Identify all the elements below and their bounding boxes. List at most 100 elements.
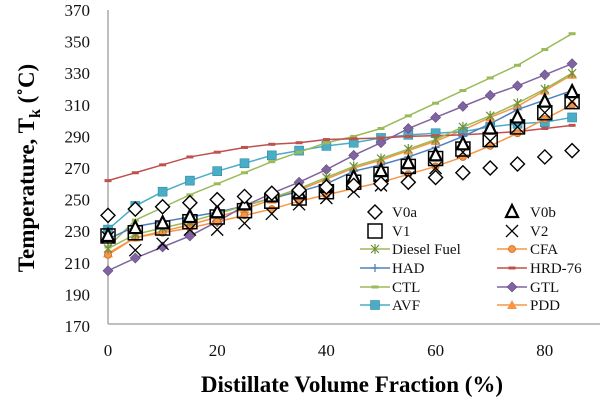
y-tick-label: 370 <box>65 1 91 20</box>
data-point <box>157 241 169 253</box>
data-point <box>566 58 578 70</box>
data-point <box>182 207 198 224</box>
data-point <box>350 137 358 141</box>
data-point <box>213 150 221 154</box>
data-point <box>431 134 441 145</box>
data-point <box>509 107 526 124</box>
data-point <box>186 155 194 159</box>
data-point <box>568 32 576 36</box>
data-point <box>128 243 142 257</box>
data-point <box>263 185 280 202</box>
legend-label: PDD <box>530 298 560 314</box>
y-tick-label: 330 <box>65 64 91 83</box>
data-point <box>295 141 303 145</box>
x-axis-label: Distillate Volume Fraction (%) <box>201 372 503 397</box>
data-point <box>103 243 113 254</box>
data-point <box>482 160 499 176</box>
legend-label: V0b <box>530 205 556 221</box>
data-point <box>404 134 412 138</box>
data-point <box>268 142 276 146</box>
x-tick-label: 60 <box>427 341 444 360</box>
data-point <box>131 171 139 175</box>
data-point <box>377 136 385 140</box>
data-point <box>373 175 389 192</box>
data-point <box>458 153 467 161</box>
legend: V0a V0b V1 V2 Diesel Fuel CFA HAD HRD-76 CTL GTL A… <box>360 202 582 314</box>
data-point <box>400 174 417 191</box>
data-point <box>375 137 387 149</box>
legend-marker-icon <box>371 264 379 272</box>
data-point <box>377 127 385 130</box>
data-point <box>539 69 551 81</box>
data-point <box>513 98 522 109</box>
y-tick-label: 170 <box>65 317 91 336</box>
data-point <box>400 153 417 170</box>
x-tick-label: 40 <box>318 341 335 360</box>
data-point <box>427 145 444 162</box>
series-had <box>104 86 577 244</box>
legend-marker-icon <box>508 266 516 270</box>
legend-label: V0a <box>392 205 417 221</box>
legend-label: V2 <box>530 224 548 240</box>
legend-marker-icon <box>505 224 519 238</box>
data-point <box>512 80 523 92</box>
data-point <box>210 223 224 237</box>
data-point <box>100 226 116 243</box>
data-point <box>102 265 114 277</box>
data-point <box>209 202 225 219</box>
legend-entry: V2 <box>505 224 548 240</box>
data-point <box>127 218 144 235</box>
data-point <box>455 134 471 151</box>
data-point <box>241 145 248 149</box>
data-point <box>239 158 250 169</box>
legend-label: GTL <box>530 280 559 296</box>
data-point <box>536 148 553 165</box>
data-point <box>484 89 496 101</box>
y-axis-label: Temperature, Tk (˚C) <box>14 64 44 272</box>
data-point <box>159 163 167 167</box>
y-axis-label-subscript: k <box>27 109 44 118</box>
data-point <box>318 178 335 195</box>
data-point <box>459 89 467 93</box>
data-point <box>538 106 552 120</box>
data-point <box>509 156 526 173</box>
data-point <box>100 207 116 224</box>
data-point <box>156 237 170 251</box>
data-point <box>432 101 440 105</box>
data-point <box>514 63 521 67</box>
legend-entry: GTL <box>497 280 559 296</box>
data-point <box>541 48 549 51</box>
y-tick-label: 230 <box>65 222 91 241</box>
data-point <box>403 144 413 155</box>
data-point <box>238 216 251 230</box>
data-point <box>268 160 276 164</box>
data-point <box>350 134 358 138</box>
data-point <box>181 194 198 211</box>
legend-marker-icon <box>507 300 517 309</box>
data-point <box>567 112 577 123</box>
data-point <box>567 68 577 79</box>
x-tick-labels: 0 20 40 60 80 <box>104 341 554 360</box>
data-point <box>154 198 171 215</box>
data-point <box>483 134 497 148</box>
y-tick-label: 290 <box>65 127 91 146</box>
legend-entry: V0b <box>504 202 556 221</box>
data-point <box>427 169 444 186</box>
y-tick-label: 190 <box>65 285 91 304</box>
plot-area <box>100 32 581 277</box>
data-point <box>184 230 196 242</box>
data-point <box>213 182 221 186</box>
legend-marker-icon <box>367 223 383 239</box>
legend-marker-icon <box>370 300 380 310</box>
legend-label: CTL <box>392 280 420 296</box>
legend-entry: HAD <box>360 261 425 277</box>
y-tick-label: 270 <box>65 159 91 178</box>
data-point <box>154 213 171 230</box>
legend-label: Diesel Fuel <box>392 242 461 258</box>
data-point <box>322 141 330 145</box>
legend-marker-icon <box>504 202 520 219</box>
data-point <box>266 150 277 161</box>
legend-entry: Diesel Fuel <box>360 242 461 258</box>
data-point <box>541 127 549 130</box>
data-point <box>157 186 168 197</box>
